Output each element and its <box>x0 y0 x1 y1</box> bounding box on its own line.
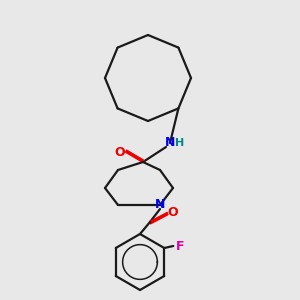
Text: O: O <box>115 146 125 158</box>
Text: N: N <box>155 199 165 212</box>
Text: O: O <box>168 206 178 220</box>
Text: N: N <box>165 136 175 149</box>
Text: H: H <box>176 138 184 148</box>
Text: F: F <box>176 239 184 253</box>
